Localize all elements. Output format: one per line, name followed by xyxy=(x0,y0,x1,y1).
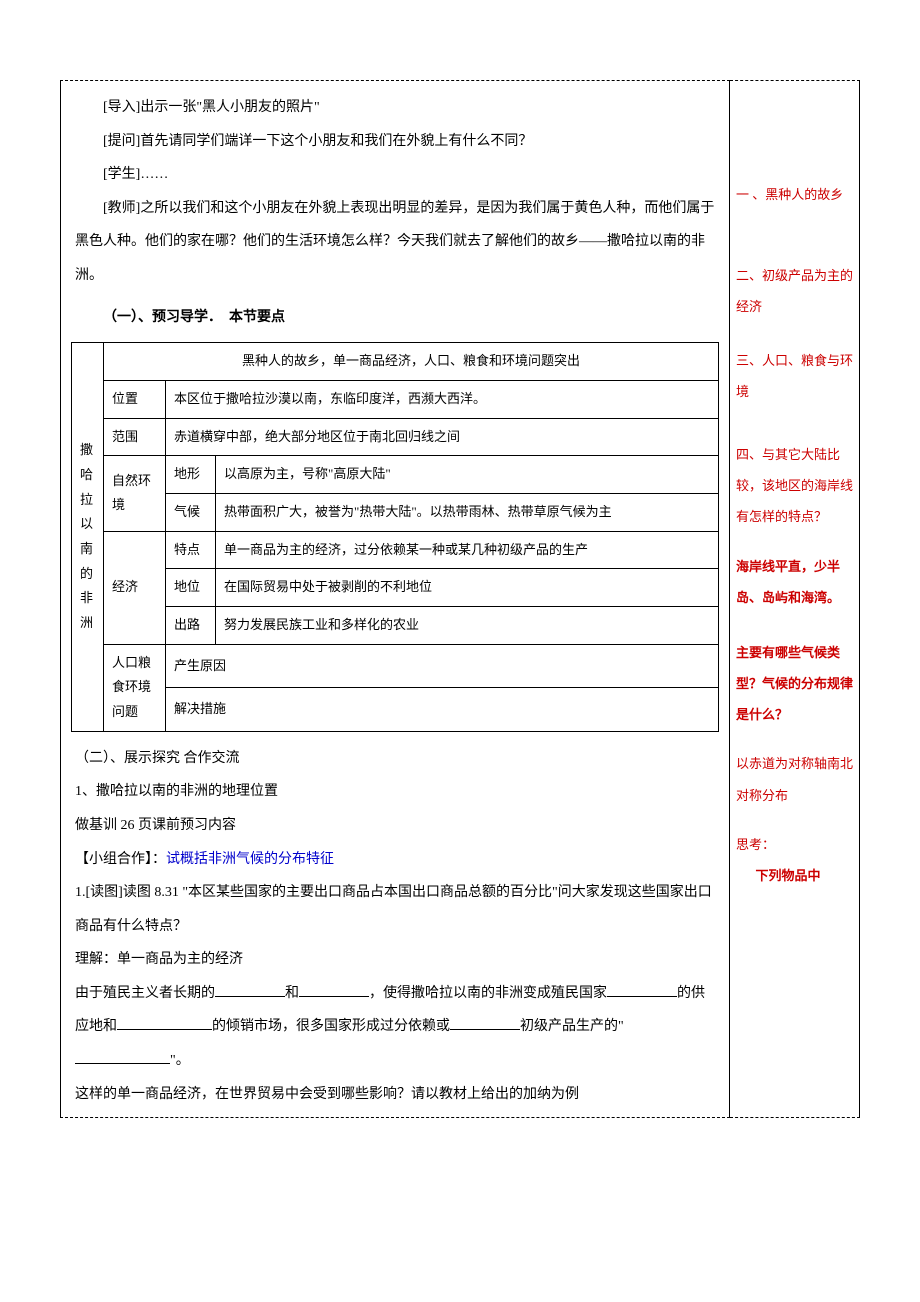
main-column: [导入]出示一张"黑人小朋友的照片" [提问]首先请同学们端详一下这个小朋友和我… xyxy=(60,80,730,1118)
cell-feat-text: 单一商品为主的经济，过分依赖某一种或某几种初级产品的生产 xyxy=(216,531,719,569)
table-row: 气候 热带面积广大，被誉为"热带大陆"。以热带雨林、热带草原气候为主 xyxy=(72,493,719,531)
intro-line-1: [导入]出示一张"黑人小朋友的照片" xyxy=(75,91,715,125)
cell-loc-text: 本区位于撒哈拉沙漠以南，东临印度洋，西濒大西洋。 xyxy=(166,380,719,418)
side-note-4: 四、与其它大陆比较，该地区的海岸线有怎样的特点？ xyxy=(736,439,853,533)
cell-pop-label: 人口粮食环境问题 xyxy=(104,644,166,731)
b5e: 的倾销市场，很多国家形成过分依赖或 xyxy=(212,1019,450,1034)
side-spacer xyxy=(736,89,853,179)
side-column: 一 、黑种人的故乡 二、初级产品为主的经济 三、人口、粮食与环境 四、与其它大陆… xyxy=(730,80,860,1118)
cell-feat-label: 特点 xyxy=(166,531,216,569)
cell-range-text: 赤道横穿中部，绝大部分地区位于南北回归线之间 xyxy=(166,418,719,456)
side-spacer xyxy=(736,228,853,260)
cell-climate-label: 气候 xyxy=(166,493,216,531)
b-line-5: 由于殖民主义者长期的和，使得撒哈拉以南的非洲变成殖民国家的供应地和的倾销市场，很… xyxy=(75,977,715,1078)
b5c: ，使得撒哈拉以南的非洲变成殖民国家 xyxy=(369,986,607,1001)
table-row: 人口粮食环境问题 产生原因 xyxy=(72,644,719,688)
cell-terrain-text: 以高原为主，号称"高原大陆" xyxy=(216,456,719,494)
cell-way-text: 努力发展民族工业和多样化的农业 xyxy=(216,606,719,644)
intro-block: [导入]出示一张"黑人小朋友的照片" [提问]首先请同学们端详一下这个小朋友和我… xyxy=(61,81,729,297)
side-note-5-ans: 以赤道为对称轴南北对称分布 xyxy=(736,748,853,810)
side-note-5-red: 下列物品中 xyxy=(736,860,853,891)
page-container: [导入]出示一张"黑人小朋友的照片" [提问]首先请同学们端详一下这个小朋友和我… xyxy=(60,80,860,1118)
table-header: 黑种人的故乡，单一商品经济，人口、粮食和环境问题突出 xyxy=(104,343,719,381)
b5b: 和 xyxy=(285,986,299,1001)
blank-1 xyxy=(215,980,285,997)
b-line-6: 这样的单一商品经济，在世界贸易中会受到哪些影响？请以教材上给出的加纳为例 xyxy=(75,1078,715,1112)
side-note-4-ans: 海岸线平直，少半岛、岛屿和海湾。 xyxy=(736,551,853,613)
blank-3 xyxy=(607,980,677,997)
b5a: 由于殖民主义者长期的 xyxy=(75,986,215,1001)
b-line-2: 做基训 26 页课前预习内容 xyxy=(75,809,715,843)
side-note-3: 三、人口、粮食与环境 xyxy=(736,345,853,407)
b-line-1: 1、撒哈拉以南的非洲的地理位置 xyxy=(75,775,715,809)
table-row: 解决措施 xyxy=(72,688,719,732)
blank-4 xyxy=(117,1014,212,1031)
cell-climate-text: 热带面积广大，被誉为"热带大陆"。以热带雨林、热带草原气候为主 xyxy=(216,493,719,531)
section-b-title: （二）、展示探究 合作交流 xyxy=(75,742,715,776)
side-note-1: 一 、黑种人的故乡 xyxy=(736,179,853,210)
group-coop-colon: ： xyxy=(152,852,166,867)
side-note-5: 主要有哪些气候类型？气候的分布规律是什么？ xyxy=(736,637,853,731)
table-row: 经济 特点 单一商品为主的经济，过分依赖某一种或某几种初级产品的生产 xyxy=(72,531,719,569)
summary-table: 撒哈拉以南的非洲 黑种人的故乡，单一商品经济，人口、粮食和环境问题突出 位置 本… xyxy=(71,342,719,732)
intro-line-3: [学生]…… xyxy=(75,158,715,192)
cell-way-label: 出路 xyxy=(166,606,216,644)
table-row: 出路 努力发展民族工业和多样化的农业 xyxy=(72,606,719,644)
table-row: 撒哈拉以南的非洲 黑种人的故乡，单一商品经济，人口、粮食和环境问题突出 xyxy=(72,343,719,381)
cell-range-label: 范围 xyxy=(104,418,166,456)
section-a-title: （一）、预习导学． 本节要点 xyxy=(61,297,729,339)
group-coop-line: 【小组合作】：试概括非洲气候的分布特征 xyxy=(75,843,715,877)
blank-2 xyxy=(299,980,369,997)
table-leftmost: 撒哈拉以南的非洲 xyxy=(72,343,104,732)
intro-line-4: [教师]之所以我们和这个小朋友在外貌上表现出明显的差异，是因为我们属于黄色人种，… xyxy=(75,192,715,293)
table-row: 位置 本区位于撒哈拉沙漠以南，东临印度洋，西濒大西洋。 xyxy=(72,380,719,418)
intro-line-2: [提问]首先请同学们端详一下这个小朋友和我们在外貌上有什么不同？ xyxy=(75,125,715,159)
side-note-2: 二、初级产品为主的经济 xyxy=(736,260,853,322)
table-row: 自然环境 地形 以高原为主，号称"高原大陆" xyxy=(72,456,719,494)
cell-solve-label: 解决措施 xyxy=(166,688,719,732)
blank-5 xyxy=(450,1014,520,1031)
cell-econ-label: 经济 xyxy=(104,531,166,644)
cell-terrain-label: 地形 xyxy=(166,456,216,494)
table-row: 地位 在国际贸易中处于被剥削的不利地位 xyxy=(72,569,719,607)
cell-pos-text: 在国际贸易中处于被剥削的不利地位 xyxy=(216,569,719,607)
b-line-3: 1.[读图]读图 8.31 "本区某些国家的主要出口商品占本国出口商品总额的百分… xyxy=(75,876,715,943)
group-coop-blue: 试概括非洲气候的分布特征 xyxy=(166,852,334,867)
group-coop-label-b: 【小组合作】 xyxy=(75,852,152,867)
cell-cause-label: 产生原因 xyxy=(166,644,719,688)
side-note-think: 思考： xyxy=(736,829,853,860)
blank-6 xyxy=(75,1047,170,1064)
b5f: 初级产品生产的" xyxy=(520,1019,624,1034)
side-spacer xyxy=(736,425,853,439)
cell-pos-label: 地位 xyxy=(166,569,216,607)
cell-loc-label: 位置 xyxy=(104,380,166,418)
b5g: "。 xyxy=(170,1053,190,1068)
table-row: 范围 赤道横穿中部，绝大部分地区位于南北回归线之间 xyxy=(72,418,719,456)
cell-env-label: 自然环境 xyxy=(104,456,166,531)
b-line-4: 理解：单一商品为主的经济 xyxy=(75,943,715,977)
section-b: （二）、展示探究 合作交流 1、撒哈拉以南的非洲的地理位置 做基训 26 页课前… xyxy=(61,736,729,1118)
